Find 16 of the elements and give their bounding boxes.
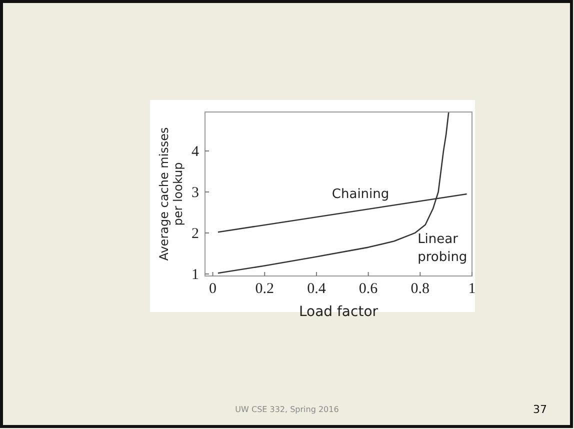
x-tick-label: 0.6 (358, 281, 378, 297)
x-tick-label: 0.4 (307, 281, 326, 297)
x-axis-title: Load factor (298, 304, 378, 320)
y-axis-title: Average cache misses per lookup (157, 127, 185, 261)
y-tick-label: 3 (192, 184, 199, 201)
x-tick-label: 1 (468, 281, 476, 297)
text: 37 (533, 403, 547, 416)
y-tick-label: 1 (192, 266, 199, 283)
series-label: Chaining (332, 187, 390, 202)
series-label: Linear probing (418, 232, 468, 266)
y-tick-label: 4 (192, 144, 200, 160)
x-tick-label: 0.2 (255, 281, 274, 297)
text: UW CSE 332, Spring 2016 (235, 405, 339, 414)
x-tick-label: 0.8 (410, 281, 430, 297)
y-tick-label: 2 (192, 226, 199, 242)
x-tick-label: 0 (209, 281, 217, 297)
